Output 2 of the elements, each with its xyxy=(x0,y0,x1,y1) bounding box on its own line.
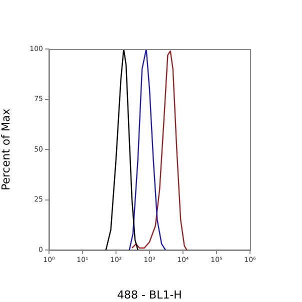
y-axis-title: Percent of Max xyxy=(0,108,12,190)
x-axis-title: 488 - BL1-H xyxy=(117,288,182,302)
